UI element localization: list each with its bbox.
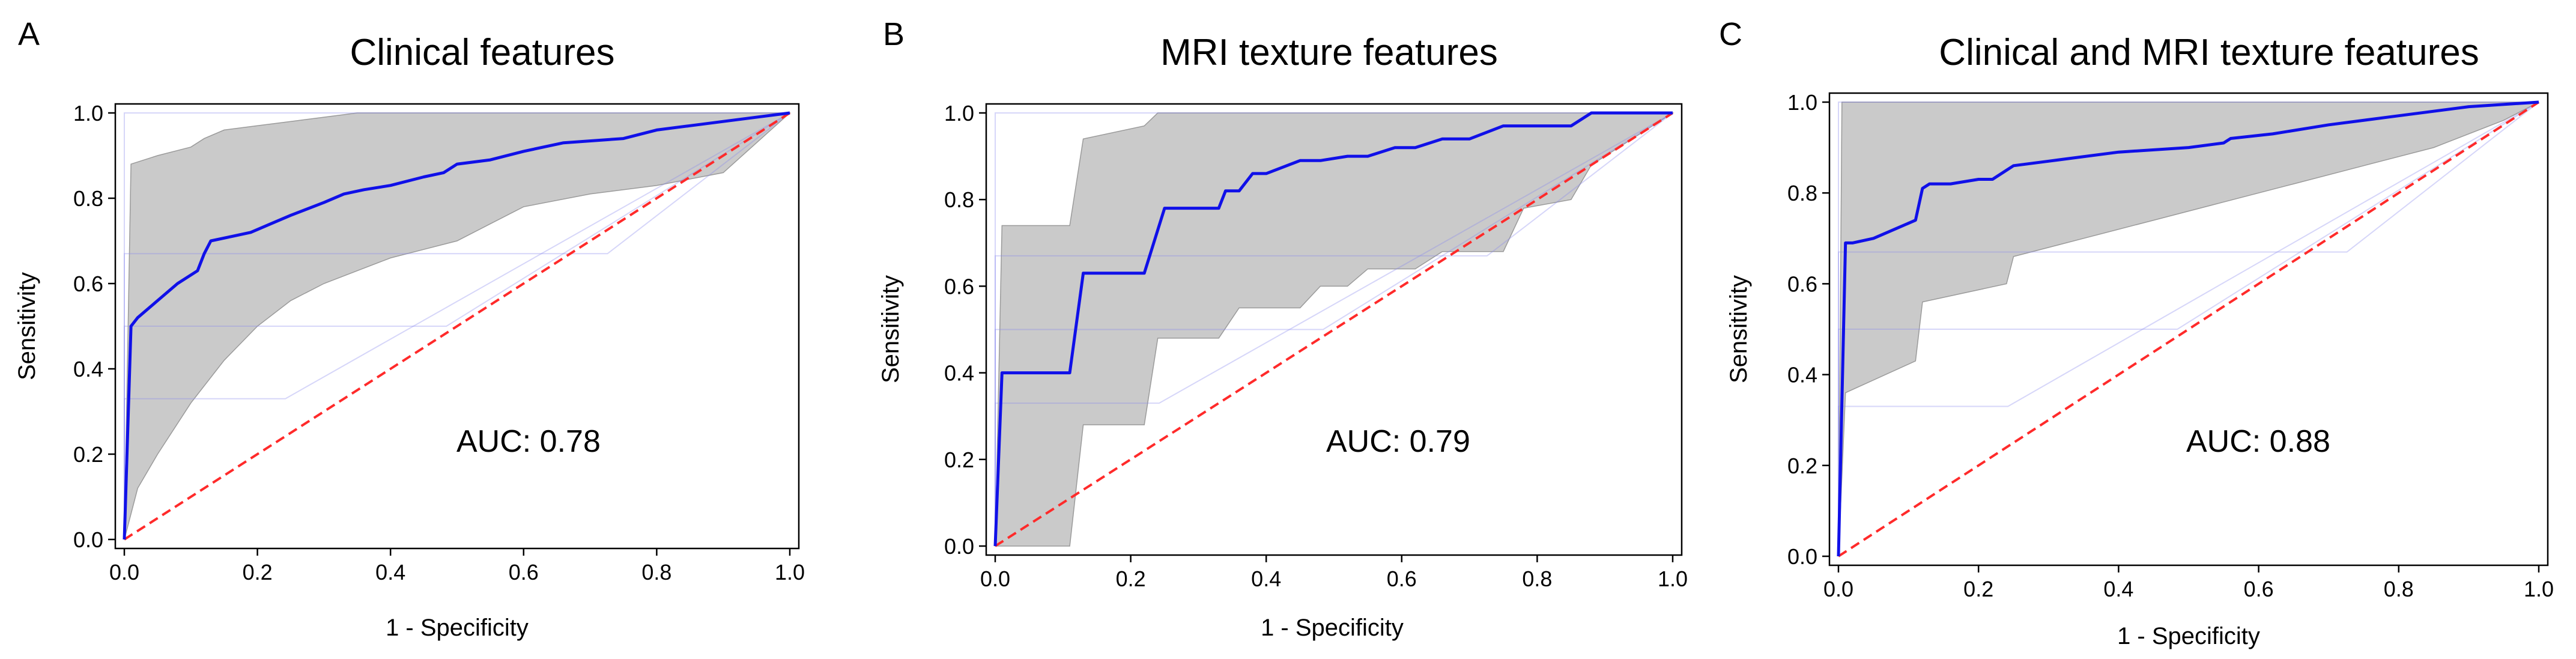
y-tick-label: 0.6 (73, 272, 103, 296)
x-tick-label: 0.8 (1522, 566, 1552, 591)
bootstrap-roc-curve (995, 112, 1673, 546)
y-axis-label: Sensitivity (877, 275, 904, 383)
y-tick-label: 0.8 (1787, 181, 1817, 205)
y-tick-label: 0.2 (73, 442, 103, 467)
auc-annotation: AUC: 0.79 (1326, 424, 1470, 459)
chance-diagonal-line (1837, 101, 2540, 557)
y-tick-label: 0.6 (1787, 272, 1817, 296)
mean-roc-curve (123, 111, 790, 540)
y-axis-label: Sensitivity (1726, 275, 1752, 383)
y-tick-label: 1.0 (944, 101, 974, 126)
axes-frame (114, 103, 800, 550)
chance-diagonal-line (994, 112, 1674, 547)
y-tick-label: 0.8 (944, 187, 974, 212)
y-tick-label: 1.0 (73, 101, 103, 126)
bootstrap-roc-curve (124, 112, 790, 539)
x-tick-label: 1.0 (1658, 566, 1688, 591)
panel-b: B MRI texture features 0.0 0.2 0.4 0.6 0.8 1.… (877, 16, 1688, 641)
y-tick-label: 0.2 (1787, 454, 1817, 478)
bootstrap-roc-curve (124, 112, 790, 539)
x-tick-label: 0.0 (109, 560, 139, 585)
mean-roc-curve (1837, 100, 2539, 557)
chance-diagonal-line (123, 112, 791, 541)
y-tick-label: 0.0 (73, 527, 103, 552)
panel-c: C Clinical and MRI texture features 0.0 0… (1719, 16, 2554, 649)
x-tick-label: 0.6 (1387, 566, 1417, 591)
x-tick-label: 1.0 (2524, 577, 2554, 601)
bootstrap-roc-curve (1838, 102, 2539, 556)
bootstrap-roc-curve (995, 112, 1673, 546)
x-tick-label: 0.4 (2103, 577, 2133, 601)
y-tick-label: 0.4 (1787, 363, 1817, 387)
panel-label: B (883, 16, 905, 52)
x-tick-label: 0.8 (641, 560, 671, 585)
y-tick-label: 0.0 (1787, 544, 1817, 569)
plot-area: 0.0 0.2 0.4 0.6 0.8 1.0 0.0 0.2 0.4 0.6 0.8 1.0 (73, 101, 805, 585)
x-tick-label: 0.8 (2384, 577, 2414, 601)
mean-roc-curve (993, 111, 1673, 547)
x-tick-label: 0.0 (1823, 577, 1853, 601)
x-axis-label: 1 - Specificity (386, 615, 529, 641)
y-tick-label: 0.0 (944, 534, 974, 559)
x-axis-label: 1 - Specificity (1261, 615, 1404, 641)
x-tick-label: 0.2 (1963, 577, 1993, 601)
x-tick-label: 0.6 (509, 560, 539, 585)
auc-annotation: AUC: 0.88 (2186, 424, 2330, 459)
x-tick-label: 0.4 (375, 560, 405, 585)
x-tick-label: 0.2 (1116, 566, 1146, 591)
panel-a: A Clinical features 0.0 0.2 0.4 0.6 0.8 1.00.… (14, 16, 805, 641)
chart-title: Clinical features (350, 32, 614, 73)
bootstrap-roc-curve (1838, 102, 2539, 556)
y-tick-label: 0.6 (944, 274, 974, 299)
panel-label: A (18, 16, 40, 52)
bootstrap-roc-curve (995, 112, 1673, 546)
plot-area: 0.0 0.2 0.4 0.6 0.8 1.0 0.0 0.2 0.4 0.6 0.8 1.0 (944, 101, 1688, 591)
x-tick-label: 0.2 (243, 560, 273, 585)
bootstrap-roc-curve (1838, 102, 2539, 556)
y-tick-label: 0.8 (73, 186, 103, 211)
confidence-band (1838, 102, 2539, 557)
x-tick-label: 0.4 (1251, 566, 1281, 591)
axes-frame (1828, 92, 2549, 566)
y-tick-label: 0.2 (944, 448, 974, 472)
confidence-band (124, 112, 791, 540)
y-tick-label: 1.0 (1787, 90, 1817, 115)
chart-title: MRI texture features (1160, 32, 1498, 73)
auc-annotation: AUC: 0.78 (456, 424, 601, 459)
axes-frame (985, 103, 1683, 556)
plot-area: 0.0 0.2 0.4 0.6 0.8 1.0 0.0 0.2 0.4 0.6 0.8 1.0 (1787, 90, 2554, 601)
y-tick-label: 0.4 (944, 361, 974, 386)
chart-title: Clinical and MRI texture features (1939, 32, 2479, 73)
y-tick-label: 0.4 (73, 357, 103, 381)
bootstrap-roc-curve (124, 112, 790, 539)
x-tick-label: 1.0 (775, 560, 805, 585)
y-axis-label: Sensitivity (14, 272, 40, 380)
x-tick-label: 0.0 (980, 566, 1010, 591)
panel-label: C (1719, 16, 1742, 52)
x-axis-label: 1 - Specificity (2117, 623, 2260, 649)
x-tick-label: 0.6 (2244, 577, 2274, 601)
